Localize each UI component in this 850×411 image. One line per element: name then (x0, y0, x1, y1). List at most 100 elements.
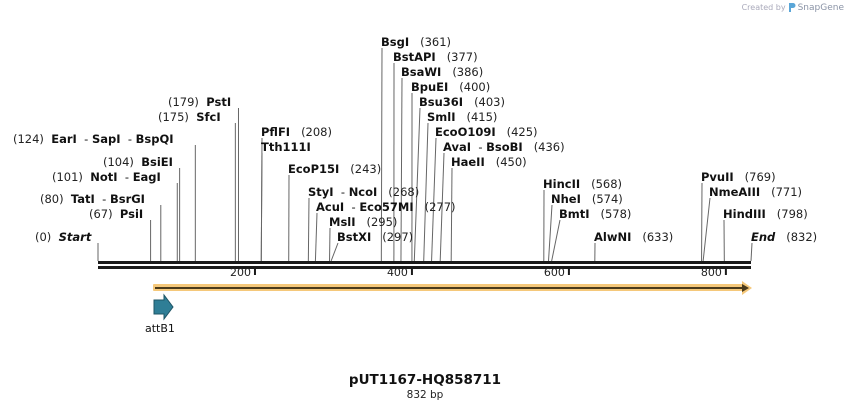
restriction-site-label[interactable]: (175) SfcI (158, 110, 221, 124)
restriction-site-label[interactable]: StyI - NcoI (268) (308, 185, 419, 199)
enzyme-name: NmeAIII (709, 185, 761, 199)
enzyme-name: HindIII (723, 207, 766, 221)
site-position: (832) (786, 230, 818, 244)
enzyme-separator: - (94, 192, 110, 206)
site-line (314, 212, 318, 262)
enzyme-name: EcoO109I (435, 125, 496, 139)
enzyme-separator: - (117, 170, 133, 184)
restriction-site-label[interactable]: HincII (568) (543, 177, 622, 191)
site-position: (268) (388, 185, 420, 199)
restriction-site-label[interactable]: (124) EarI - SapI - BspQI (13, 132, 174, 146)
site-position: (574) (591, 192, 623, 206)
enzyme-name: NcoI (348, 185, 378, 199)
restriction-site-label[interactable]: EcoP15I (243) (288, 162, 381, 176)
restriction-site-label[interactable]: PvuII (769) (701, 170, 776, 184)
restriction-site-label[interactable]: BstXI (297) (337, 230, 413, 244)
restriction-site-label[interactable]: BpuEI (400) (411, 80, 490, 94)
enzyme-name: EagI (132, 170, 161, 184)
enzyme-name: BpuEI (411, 80, 449, 94)
ruler-tick-label: 400 (386, 266, 408, 279)
restriction-site-label[interactable]: BmtI (578) (559, 207, 631, 221)
restriction-site-label[interactable]: Tth111I (261, 140, 311, 154)
restriction-site-label[interactable]: NheI (574) (551, 192, 623, 206)
restriction-site-label[interactable]: NmeAIII (771) (709, 185, 802, 199)
restriction-site-label[interactable]: BsgI (361) (381, 35, 451, 49)
enzyme-name: SapI (91, 132, 121, 146)
site-position: (415) (466, 110, 498, 124)
ruler-tick (410, 268, 413, 275)
site-position: (769) (744, 170, 776, 184)
restriction-site-label[interactable]: (67) PsiI (89, 207, 143, 221)
enzyme-name: BsgI (381, 35, 410, 49)
enzyme-separator: - (333, 185, 349, 199)
enzyme-name: EcoP15I (288, 162, 340, 176)
site-position: (67) (89, 207, 113, 221)
restriction-site-label[interactable]: (179) PstI (168, 95, 231, 109)
enzyme-name: HaeII (451, 155, 485, 169)
enzyme-name: BsrGI (109, 192, 145, 206)
orf-arrowhead-icon (742, 284, 749, 292)
enzyme-separator: - (120, 132, 136, 146)
restriction-site-label[interactable]: AcuI - Eco57MI (277) (316, 200, 456, 214)
site-line (330, 242, 339, 262)
restriction-site-label[interactable]: PflFI (208) (261, 125, 332, 139)
restriction-site-label[interactable]: BstAPI (377) (393, 50, 478, 64)
backbone-bottom-strand (98, 266, 751, 269)
enzyme-name: EarI (51, 132, 77, 146)
enzyme-name: MslI (329, 215, 356, 229)
site-position: (104) (103, 155, 134, 169)
enzyme-name: Bsu36I (419, 95, 464, 109)
restriction-site-label[interactable]: (0) Start (35, 230, 91, 244)
ruler-tick-label: 600 (543, 266, 565, 279)
ruler-tick (724, 268, 727, 275)
site-position: (633) (642, 230, 674, 244)
site-position: (425) (506, 125, 538, 139)
site-position: (450) (495, 155, 527, 169)
enzyme-separator: - (344, 200, 360, 214)
site-position: (400) (459, 80, 491, 94)
restriction-site-label[interactable]: AvaI - BsoBI (436) (443, 140, 565, 154)
restriction-site-label[interactable]: HindIII (798) (723, 207, 808, 221)
enzyme-name: BmtI (559, 207, 590, 221)
restriction-site-label[interactable]: (104) BsiEI (103, 155, 173, 169)
restriction-site-label[interactable]: (80) TatI - BsrGI (40, 192, 145, 206)
enzyme-name: BstXI (337, 230, 372, 244)
restriction-site-label[interactable]: BsaWI (386) (401, 65, 483, 79)
enzyme-name: NheI (551, 192, 581, 206)
map-length: 832 bp (406, 389, 444, 401)
restriction-site-label[interactable]: Bsu36I (403) (419, 95, 505, 109)
site-position: (377) (446, 50, 478, 64)
restriction-site-label[interactable]: EcoO109I (425) (435, 125, 538, 139)
site-position: (297) (382, 230, 414, 244)
restriction-site-label[interactable]: SmlI (415) (427, 110, 497, 124)
site-line (439, 152, 445, 262)
site-position: (568) (591, 177, 623, 191)
enzyme-name: Start (58, 230, 92, 244)
ruler-tick-label: 200 (229, 266, 251, 279)
site-position: (578) (600, 207, 632, 221)
restriction-site-label[interactable]: HaeII (450) (451, 155, 527, 169)
enzyme-name: End (751, 230, 776, 244)
restriction-site-label[interactable]: MslI (295) (329, 215, 397, 229)
enzyme-name: PvuII (701, 170, 734, 184)
feature-label[interactable]: attB1 (145, 322, 175, 335)
enzyme-name: SmlI (427, 110, 456, 124)
site-position: (101) (52, 170, 83, 184)
enzyme-name: BsiEI (141, 155, 173, 169)
site-position: (80) (40, 192, 64, 206)
site-position: (295) (366, 215, 398, 229)
restriction-site-label[interactable]: (101) NotI - EagI (52, 170, 161, 184)
restriction-site-label[interactable]: AlwNI (633) (594, 230, 673, 244)
enzyme-separator: - (471, 140, 487, 154)
watermark-brand: SnapGene (797, 2, 844, 13)
site-position: (208) (301, 125, 332, 139)
orf-line (155, 287, 744, 289)
enzyme-name: BsoBI (486, 140, 523, 154)
enzyme-name: NotI (90, 170, 118, 184)
enzyme-name: SfcI (196, 110, 221, 124)
site-position: (124) (13, 132, 44, 146)
restriction-site-label[interactable]: End (832) (751, 230, 817, 244)
site-line (423, 122, 429, 262)
site-position: (175) (158, 110, 189, 124)
